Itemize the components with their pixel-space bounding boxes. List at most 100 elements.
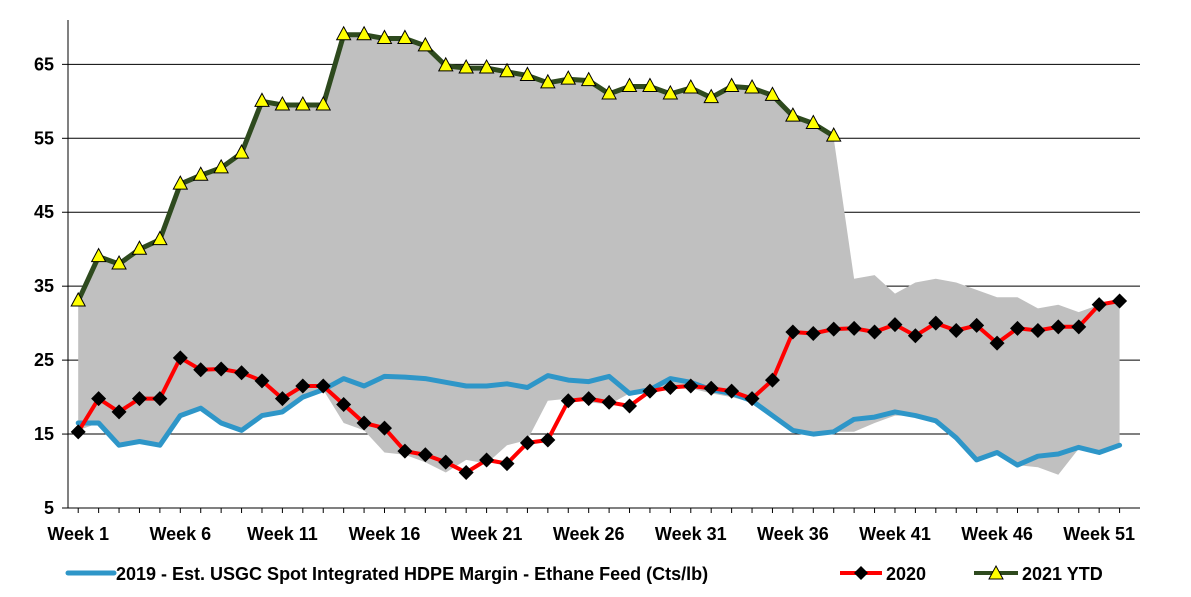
series-2020-point [887,317,903,333]
series-2020-point [846,320,862,336]
series-2020-point [989,335,1005,351]
legend-item-2020: 2020 [840,564,926,584]
y-tick-label: 55 [34,128,54,148]
series-2020-point [744,391,760,407]
series-2020-point [907,328,923,344]
series-2020-point [499,456,515,472]
series-2021-point [764,86,781,101]
series-2020-point [1050,319,1066,335]
series-2021-point [499,62,515,78]
series-2020-point [785,324,801,340]
range-band [78,34,1120,475]
series-2020-point [479,452,495,468]
series-2020-point [540,432,556,448]
series-2020-point [867,324,883,340]
series-2021-point [805,114,822,130]
series-2021-point [437,56,454,72]
legend-label-2021: 2021 YTD [1022,564,1103,584]
legend-label-2019: 2019 - Est. USGC Spot Integrated HDPE Ma… [116,564,708,584]
series-2021-point [111,254,127,270]
series-2020-point [295,378,311,394]
series-2021-point [152,230,168,246]
series-2020-point [622,398,638,414]
series-2021-point [744,78,760,94]
series-2020-point [131,391,147,407]
series-2021-point [213,158,229,174]
series-2021-point [825,127,842,142]
series-2020-point [948,323,964,339]
series-2020-point [213,361,229,377]
series-2020-point [111,404,127,420]
series-2020-point [91,391,107,407]
series-2020-point [315,378,331,394]
series-2020-point [826,321,842,337]
series-2021-point [703,88,720,104]
x-tick-label: Week 6 [149,524,211,544]
series-2021-point [621,77,638,93]
series-2020-point [928,315,944,331]
series-2020-point [417,447,433,463]
series-2021-point [131,240,148,255]
series-2021-point [70,291,87,307]
series-2020-point [969,317,985,333]
x-tick-label: Week 51 [1063,524,1135,544]
legend-item-2021: 2021 YTD [974,564,1103,584]
series-2021-point [560,70,577,85]
x-tick-label: Week 41 [859,524,931,544]
y-tick-labels: 5 15 25 35 45 55 65 [34,54,54,518]
series-2021-point [580,71,597,87]
series-2020-point [376,420,392,436]
series-2021-point [376,29,393,44]
series-2020-point [703,380,719,396]
x-tick-label: Week 11 [247,524,318,544]
series-2021-point [397,29,413,44]
series-2020-point [336,396,352,412]
series-2021-point [254,92,270,107]
series-2020-point [805,326,821,342]
series-2020-point [274,391,290,407]
y-tick-label: 25 [34,350,54,370]
legend-item-2019: 2019 - Est. USGC Spot Integrated HDPE Ma… [65,564,708,584]
series-2020-point [642,383,658,399]
series-2021-point [417,36,434,52]
x-tick-label: Week 21 [451,524,523,544]
series-2021-point [335,25,352,41]
series-2021-point [478,59,495,74]
series-2020-point [1071,319,1087,335]
series-2020-point [519,435,535,451]
y-tick-label: 45 [34,202,54,222]
range-band-area [78,34,1120,475]
y-tick-label: 35 [34,276,54,296]
axes [62,20,1140,513]
series-2021-point [601,84,617,100]
series-2020-point [254,373,270,389]
x-tick-label: Week 31 [655,524,727,544]
series-2020-point [1091,297,1107,313]
series-2021-point [662,84,679,100]
series-2020-point [581,391,597,407]
legend-label-2020: 2020 [886,564,926,584]
series-2021-point [356,25,372,41]
series-2021-point [540,73,556,89]
series-2020-point [172,350,188,366]
series-2020-point [1009,320,1025,336]
series-2021-point [642,77,658,93]
y-tick-label: 15 [34,424,54,444]
series-2020-point [438,454,454,470]
series-2020-point [356,415,372,431]
series-2021-point [519,66,536,81]
series-2020-point [724,383,740,399]
series-2020-point [683,378,699,394]
series-2019-line [75,373,1123,468]
series-2021-point [294,95,311,111]
series-2020-point [1030,323,1046,339]
series-2020-point [152,391,168,407]
series-2021-point [233,144,250,159]
series-2020-point [662,379,678,395]
legend-swatch-marker-2021 [988,564,1004,580]
series-2020-point [1112,293,1128,309]
series-2021-point [172,175,189,190]
series-2021-point [192,166,209,181]
x-tick-label: Week 1 [47,524,109,544]
series-2021-point [274,95,291,111]
